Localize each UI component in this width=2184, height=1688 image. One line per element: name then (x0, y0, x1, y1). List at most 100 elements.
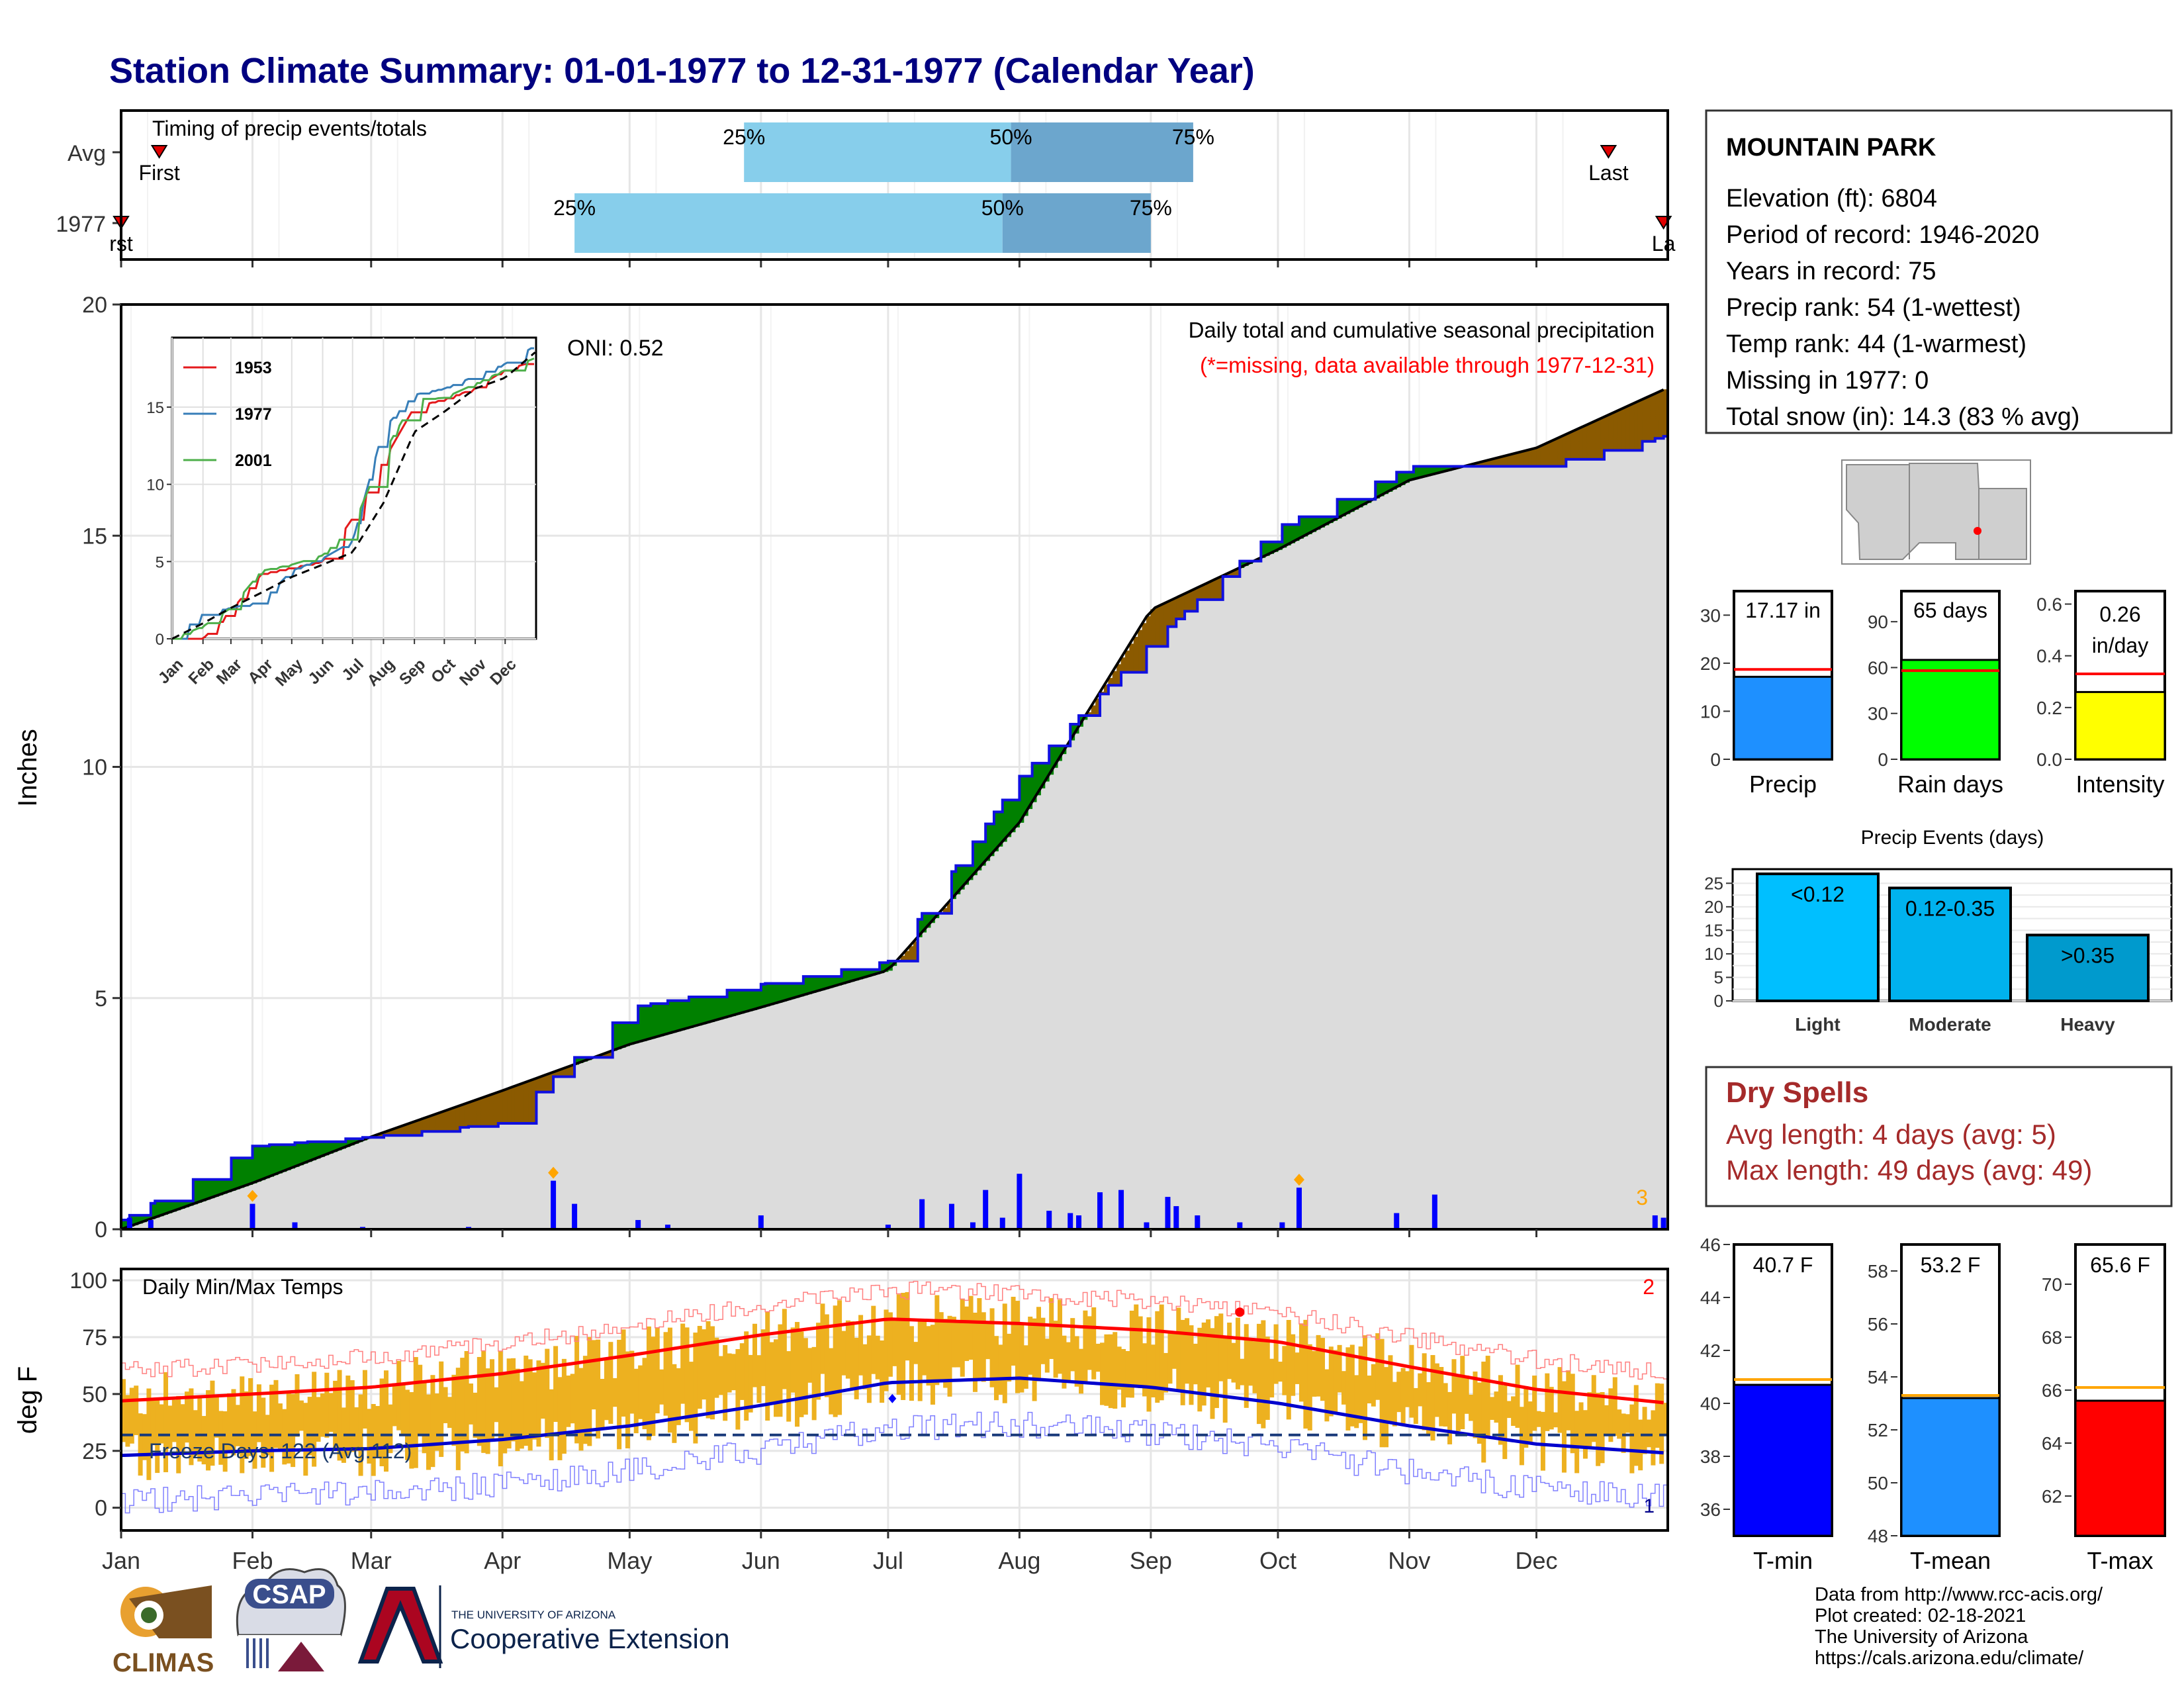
daily-temp-bar (1532, 1376, 1537, 1431)
daily-temp-bar (1138, 1316, 1143, 1389)
daily-temp-bar (591, 1340, 596, 1410)
daily-temp-bar (858, 1315, 864, 1376)
daily-temp-bar (1277, 1362, 1283, 1382)
daily-temp-bar (769, 1342, 774, 1404)
precip-events-y-tick-label: 0 (1714, 991, 1723, 1011)
daily-temp-bar (473, 1392, 478, 1438)
daily-precip-bar (1097, 1192, 1103, 1229)
daily-temp-bar (354, 1407, 359, 1452)
temp-y-axis-label: deg F (13, 1366, 42, 1434)
precip-event-bar (1756, 872, 1880, 1003)
precip-event-bar (1888, 886, 2012, 1003)
daily-temp-bar (1134, 1304, 1139, 1387)
daily-temp-bar (922, 1321, 927, 1376)
daily-temp-bar (235, 1405, 240, 1446)
daily-temp-bar (1269, 1358, 1275, 1398)
daily-temp-bar (1197, 1327, 1203, 1412)
daily-temp-bar (362, 1370, 367, 1429)
average-max-temp-line (120, 1317, 1664, 1405)
daily-temp-bar (1214, 1316, 1219, 1409)
month-label: Nov (1388, 1547, 1430, 1574)
temp-bar-y-tick-label: 50 (1868, 1473, 1888, 1493)
daily-precip-bar (970, 1222, 976, 1229)
month-label: Aug (998, 1547, 1040, 1574)
daily-temp-bar (926, 1326, 931, 1386)
daily-temp-bar (557, 1377, 563, 1460)
daily-temp-bar (1591, 1375, 1596, 1442)
daily-temp-bar (1502, 1385, 1508, 1460)
dry-spells-title: Dry Spells (1726, 1076, 1868, 1109)
daily-temp-bar (511, 1358, 516, 1442)
daily-temp-bar (1324, 1369, 1330, 1422)
daily-temp-bar (1638, 1419, 1643, 1471)
daily-temp-bar (413, 1357, 418, 1468)
daily-temp-bar (519, 1381, 524, 1449)
daily-temp-bar (1578, 1402, 1584, 1446)
daily-temp-bar (409, 1392, 414, 1469)
precip-event-category: Heavy (2060, 1014, 2115, 1035)
daily-temp-bar (1540, 1411, 1545, 1471)
daily-temp-bar (1371, 1364, 1376, 1407)
daily-temp-bar (574, 1336, 580, 1444)
daily-temp-bar (422, 1380, 427, 1454)
precip-y-tick-label: 15 (82, 524, 107, 549)
daily-temp-bar (629, 1350, 635, 1414)
daily-temp-bar (570, 1374, 575, 1424)
daily-precip-bar (250, 1203, 255, 1229)
daily-temp-bar (1473, 1371, 1478, 1438)
month-label: Apr (484, 1547, 521, 1574)
daily-temp-bar (138, 1413, 143, 1476)
daily-temp-bar (545, 1348, 550, 1438)
daily-precip-bar (635, 1220, 641, 1229)
daily-temp-bar (1612, 1377, 1617, 1436)
daily-temp-bar (1663, 1403, 1668, 1434)
daily-temp-bar (672, 1364, 677, 1443)
daily-temp-bar (1422, 1353, 1427, 1430)
daily-temp-bar (320, 1393, 325, 1437)
daily-temp-bar (1574, 1411, 1580, 1474)
dry-spells-box: Dry Spells Avg length: 4 days (avg: 5) M… (1705, 1066, 2173, 1207)
daily-temp-bar (1549, 1387, 1554, 1430)
daily-temp-bar (752, 1323, 758, 1387)
temp-bar-y-tick-label: 56 (1868, 1314, 1888, 1335)
daily-temp-bar (985, 1322, 991, 1360)
daily-temp-bar (1074, 1336, 1079, 1387)
timing-bar-50-75 (1011, 122, 1193, 182)
daily-temp-bar (269, 1384, 275, 1472)
daily-temp-bar (1040, 1317, 1046, 1364)
timing-p25-label: 25% (553, 196, 596, 220)
daily-temp-bar (523, 1355, 529, 1446)
daily-temp-bar (1498, 1375, 1503, 1445)
daily-temp-bar (180, 1404, 185, 1454)
first-precip-marker (150, 145, 168, 159)
month-label: Sep (1130, 1547, 1172, 1574)
daily-temp-bar (222, 1411, 228, 1472)
temp-y-tick-label: 50 (82, 1382, 107, 1407)
precip-events-title: Precip Events (days) (1861, 827, 2044, 849)
timing-row-1977-label: 1977 (56, 212, 106, 237)
precip-event-bar-label: >0.35 (2061, 944, 2115, 968)
daily-temp-bar (244, 1391, 249, 1459)
daily-temp-bar (1256, 1323, 1261, 1425)
daily-temp-bar (625, 1351, 630, 1448)
daily-temp-bar (455, 1368, 461, 1470)
daily-precip-bar (948, 1203, 954, 1229)
daily-temp-bar (277, 1403, 283, 1449)
daily-temp-bar (167, 1405, 173, 1449)
inset-series-line (172, 363, 534, 640)
daily-temp-bar (1023, 1345, 1028, 1389)
daily-temp-bar (676, 1368, 681, 1425)
daily-temp-bar (337, 1370, 342, 1461)
daily-temp-bar (756, 1355, 762, 1403)
daily-temp-bar (295, 1374, 300, 1437)
station-name: MOUNTAIN PARK (1726, 134, 1936, 162)
daily-temp-bar (1460, 1356, 1465, 1430)
daily-temp-bar (1261, 1320, 1266, 1429)
summary-bar-1 (1900, 659, 2001, 761)
daily-temp-bar (774, 1339, 779, 1417)
precip-event-bar (2026, 933, 2150, 1002)
daily-temp-bar (1273, 1324, 1279, 1384)
daily-temp-bar (1333, 1350, 1338, 1413)
daily-temp-bar (1659, 1383, 1664, 1464)
